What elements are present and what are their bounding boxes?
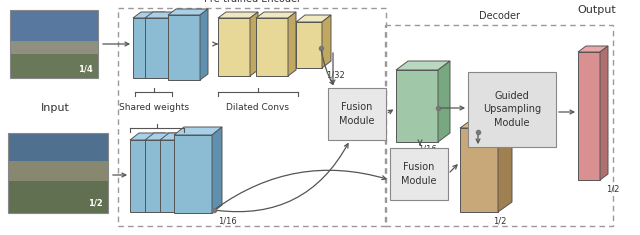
Text: Fusion
Module: Fusion Module (339, 102, 375, 125)
Polygon shape (130, 133, 165, 140)
Text: Fusion
Module: Fusion Module (401, 162, 436, 186)
Text: Pre-trained Encoder: Pre-trained Encoder (204, 0, 301, 4)
Text: Decoder: Decoder (479, 11, 520, 21)
Polygon shape (498, 118, 512, 212)
Polygon shape (218, 12, 258, 18)
Bar (8, 133, 108, 161)
Bar (8, 161, 108, 181)
Bar (328, 88, 386, 140)
Polygon shape (174, 135, 212, 213)
Polygon shape (145, 18, 169, 78)
Polygon shape (288, 12, 296, 76)
Text: Guided
Upsampling
Module: Guided Upsampling Module (483, 91, 541, 128)
Polygon shape (396, 61, 450, 70)
Polygon shape (460, 118, 512, 128)
Polygon shape (396, 70, 438, 142)
Text: 1/16: 1/16 (418, 145, 436, 154)
Polygon shape (250, 12, 258, 76)
Polygon shape (256, 12, 296, 18)
Polygon shape (157, 12, 165, 78)
Bar (118, 8, 386, 226)
Bar (8, 181, 108, 213)
Text: 1/2: 1/2 (493, 216, 507, 225)
Polygon shape (145, 133, 180, 140)
Polygon shape (460, 128, 498, 212)
Polygon shape (256, 18, 288, 76)
Polygon shape (160, 133, 195, 140)
Polygon shape (145, 12, 177, 18)
Polygon shape (296, 15, 331, 22)
Polygon shape (186, 133, 195, 212)
Bar (10, 10, 98, 78)
Bar (8, 133, 108, 213)
Text: Output: Output (578, 5, 616, 15)
Bar (10, 10, 98, 41)
Bar (10, 10, 98, 78)
Polygon shape (212, 127, 222, 213)
Bar (468, 72, 556, 147)
Polygon shape (322, 15, 331, 68)
Polygon shape (168, 15, 200, 80)
Polygon shape (133, 18, 157, 78)
Bar (390, 148, 448, 200)
Polygon shape (160, 140, 186, 212)
Polygon shape (296, 22, 322, 68)
Text: 1/2: 1/2 (88, 199, 103, 208)
Text: Shared weights: Shared weights (119, 103, 189, 112)
Polygon shape (168, 9, 208, 15)
Polygon shape (171, 133, 180, 212)
Text: 1/4: 1/4 (78, 64, 93, 73)
Polygon shape (130, 140, 156, 212)
Bar (10, 54, 98, 78)
Text: 1/32: 1/32 (326, 70, 345, 79)
Polygon shape (169, 12, 177, 78)
Polygon shape (133, 12, 165, 18)
Polygon shape (578, 52, 600, 180)
Polygon shape (200, 9, 208, 80)
Polygon shape (600, 46, 608, 180)
Text: 1/16: 1/16 (218, 216, 237, 225)
Polygon shape (174, 127, 222, 135)
Bar (385, 25, 613, 226)
Bar (8, 133, 108, 213)
Polygon shape (218, 18, 250, 76)
Text: Input: Input (40, 103, 69, 113)
Text: Dilated Convs: Dilated Convs (227, 103, 289, 112)
Polygon shape (578, 46, 608, 52)
Polygon shape (145, 140, 171, 212)
Bar (10, 41, 98, 54)
Polygon shape (156, 133, 165, 212)
Polygon shape (438, 61, 450, 142)
Text: 1/2: 1/2 (606, 185, 620, 194)
